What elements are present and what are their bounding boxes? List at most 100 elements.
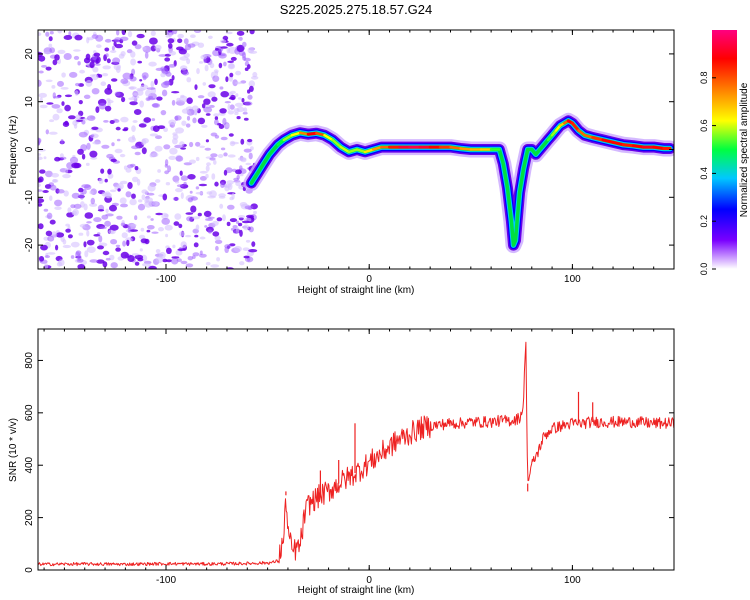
noise-blob bbox=[79, 69, 85, 74]
noise-blob bbox=[115, 244, 121, 248]
noise-blob bbox=[45, 79, 53, 83]
noise-blob bbox=[45, 230, 53, 237]
ridge-segment bbox=[355, 148, 367, 154]
x-tick-label: 0 bbox=[366, 274, 372, 285]
noise-blob bbox=[48, 36, 53, 42]
noise-blob bbox=[150, 218, 154, 221]
noise-blob bbox=[38, 203, 43, 207]
noise-blob bbox=[130, 223, 137, 227]
noise-blob bbox=[120, 116, 129, 123]
noise-blob bbox=[217, 154, 224, 158]
noise-blob bbox=[78, 131, 88, 138]
noise-blob bbox=[149, 37, 158, 45]
noise-blob bbox=[234, 102, 244, 107]
noise-blob bbox=[144, 51, 149, 59]
noise-blob bbox=[129, 76, 137, 82]
noise-blob bbox=[251, 241, 256, 247]
noise-blob bbox=[61, 72, 66, 78]
noise-blob bbox=[214, 181, 219, 187]
noise-blob bbox=[183, 38, 189, 45]
noise-blob bbox=[175, 188, 183, 193]
noise-blob bbox=[117, 188, 121, 192]
noise-blob bbox=[45, 31, 50, 37]
noise-blob bbox=[44, 263, 49, 269]
noise-blob bbox=[186, 58, 191, 65]
noise-blob bbox=[142, 75, 147, 81]
noise-blob bbox=[129, 229, 138, 232]
noise-blob bbox=[57, 189, 65, 194]
noise-blob bbox=[120, 251, 129, 259]
y-tick-label: 400 bbox=[24, 456, 35, 473]
noise-blob bbox=[83, 241, 87, 248]
y-tick-label: 600 bbox=[24, 404, 35, 421]
noise-blob bbox=[120, 51, 126, 57]
noise-blob bbox=[109, 224, 119, 231]
y-tick-label: 20 bbox=[24, 48, 35, 60]
noise-blob bbox=[104, 87, 113, 95]
x-tick-label: 0 bbox=[366, 575, 372, 586]
ridge-segment bbox=[459, 147, 473, 151]
noise-blob bbox=[235, 70, 242, 76]
noise-blob bbox=[207, 229, 213, 234]
noise-blob bbox=[171, 91, 180, 94]
noise-blob bbox=[195, 30, 200, 33]
ridge-segment bbox=[347, 148, 359, 154]
noise-blob bbox=[210, 153, 218, 158]
noise-blob bbox=[38, 153, 42, 156]
y-tick-label: 0 bbox=[24, 146, 35, 152]
noise-blob bbox=[229, 72, 234, 78]
noise-blob bbox=[38, 183, 41, 187]
noise-blob bbox=[136, 33, 145, 39]
noise-blob bbox=[147, 184, 156, 192]
noise-blob bbox=[119, 36, 129, 41]
noise-blob bbox=[177, 38, 183, 44]
noise-blob bbox=[212, 75, 220, 82]
noise-blob bbox=[69, 156, 79, 164]
ridge-segment bbox=[621, 143, 635, 148]
noise-blob bbox=[186, 77, 192, 83]
noise-blob bbox=[91, 88, 100, 95]
noise-blob bbox=[45, 66, 52, 71]
ridge-segment bbox=[363, 148, 375, 154]
noise-blob bbox=[154, 44, 162, 51]
noise-blob bbox=[56, 108, 63, 114]
noise-blob bbox=[151, 118, 156, 122]
noise-blob bbox=[95, 106, 100, 113]
noise-blob bbox=[58, 259, 65, 267]
noise-blob bbox=[189, 190, 193, 194]
noise-blob bbox=[131, 125, 136, 132]
noise-blob bbox=[99, 226, 107, 230]
noise-blob bbox=[229, 104, 235, 110]
noise-blob bbox=[77, 61, 81, 66]
noise-blob bbox=[52, 113, 60, 121]
noise-blob bbox=[106, 98, 111, 102]
noise-blob bbox=[168, 119, 177, 126]
noise-blob bbox=[161, 217, 170, 225]
noise-blob bbox=[244, 67, 249, 71]
noise-blob bbox=[192, 216, 200, 220]
noise-blob bbox=[86, 221, 92, 224]
noise-blob bbox=[141, 189, 148, 194]
noise-blob bbox=[223, 61, 227, 67]
y-tick-label: -20 bbox=[24, 237, 35, 252]
noise-blob bbox=[166, 259, 172, 263]
noise-blob bbox=[198, 61, 204, 64]
noise-blob bbox=[180, 192, 184, 200]
noise-blob bbox=[85, 79, 93, 87]
snr-ylabel: SNR (10 * v/v) bbox=[8, 418, 19, 482]
noise-blob bbox=[43, 208, 49, 212]
ridge-segment bbox=[372, 145, 383, 151]
noise-blob bbox=[97, 245, 104, 250]
noise-blob bbox=[226, 180, 234, 185]
noise-blob bbox=[39, 169, 46, 174]
noise-blob bbox=[76, 119, 83, 123]
noise-blob bbox=[93, 52, 101, 57]
noise-blob bbox=[234, 112, 239, 116]
noise-blob bbox=[130, 58, 137, 66]
noise-blob bbox=[77, 264, 85, 269]
noise-blob bbox=[152, 201, 159, 206]
noise-blob bbox=[230, 141, 239, 145]
noise-blob bbox=[47, 235, 55, 242]
noise-blob bbox=[146, 192, 155, 196]
noise-blob bbox=[210, 264, 220, 268]
